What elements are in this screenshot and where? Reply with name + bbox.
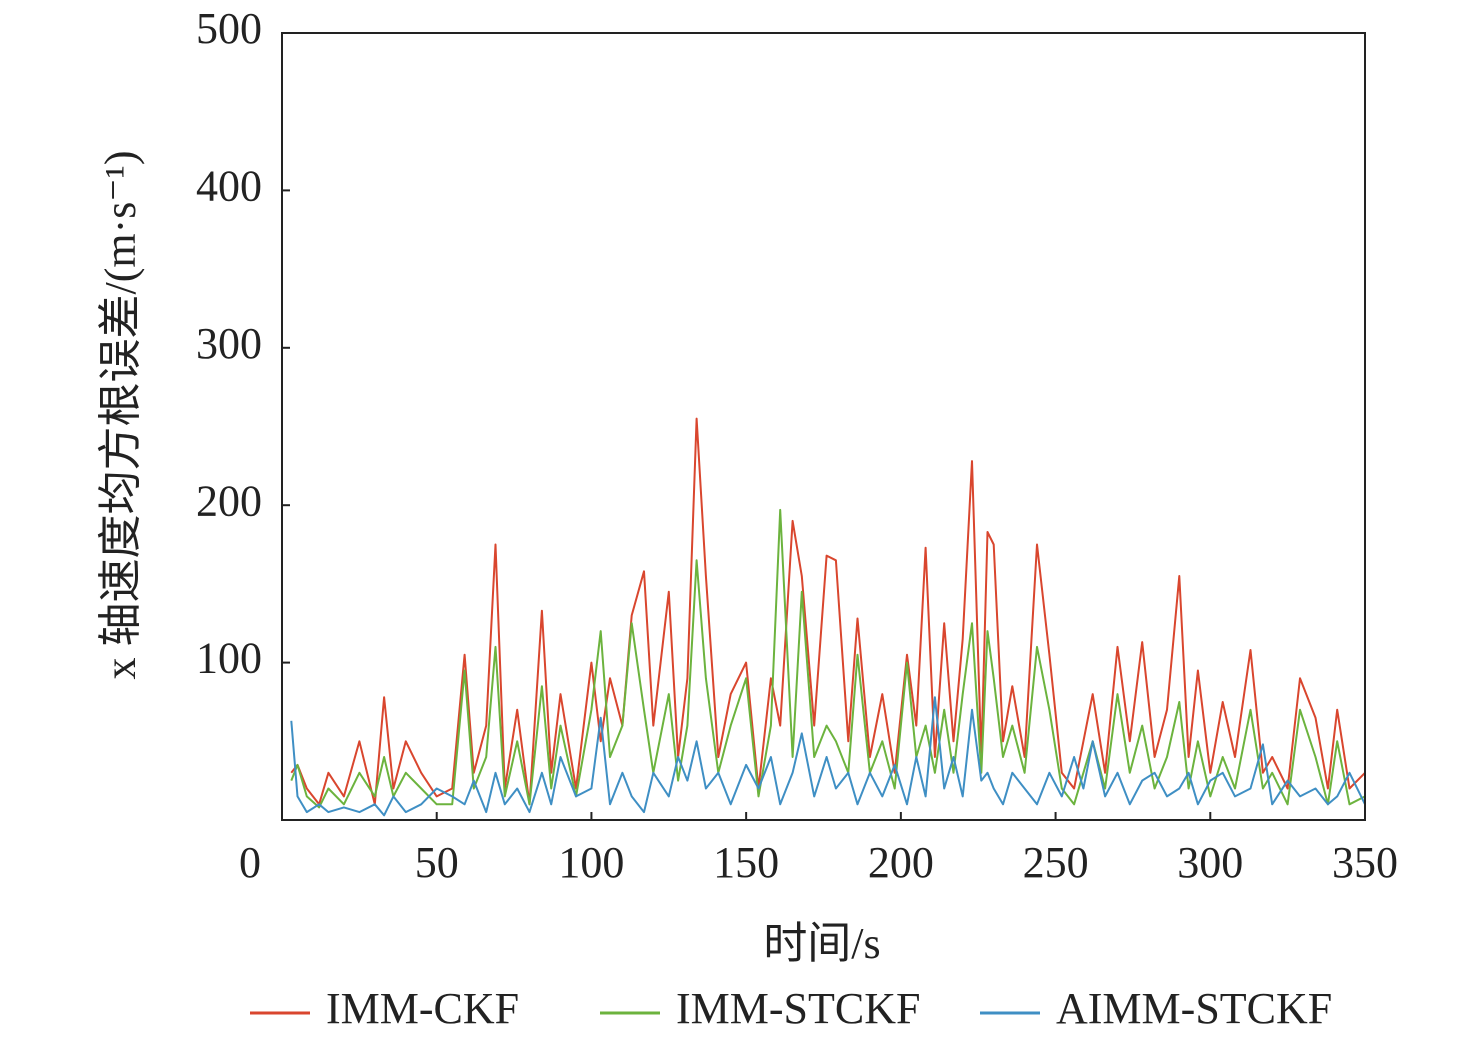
- x-tick-label: 100: [558, 838, 624, 887]
- series-line: [290, 508, 1366, 809]
- legend-label: IMM-STCKF: [676, 984, 921, 1033]
- x-tick-label: 250: [1023, 838, 1089, 887]
- y-tick-label: 300: [196, 319, 262, 368]
- x-tick-label: 350: [1332, 838, 1398, 887]
- series-line: [290, 417, 1366, 806]
- y-tick-label: 400: [196, 161, 262, 210]
- x-tick-label: 150: [713, 838, 779, 887]
- series-line: [290, 696, 1366, 817]
- y-tick-label: 200: [196, 476, 262, 525]
- y-tick-label: 100: [196, 634, 262, 683]
- legend-label: IMM-CKF: [326, 984, 519, 1033]
- plot-frame: [281, 32, 1366, 821]
- x-tick-label: 0: [239, 838, 261, 887]
- legend-label: AIMM-STCKF: [1056, 984, 1332, 1033]
- y-axis-label: x 轴速度均方根误差/(m·s⁻¹): [96, 151, 145, 680]
- x-tick-label: 200: [868, 838, 934, 887]
- x-tick-label: 50: [415, 838, 459, 887]
- y-tick-label: 500: [196, 4, 262, 53]
- x-axis-label: 时间/s: [763, 919, 880, 968]
- x-tick-label: 300: [1177, 838, 1243, 887]
